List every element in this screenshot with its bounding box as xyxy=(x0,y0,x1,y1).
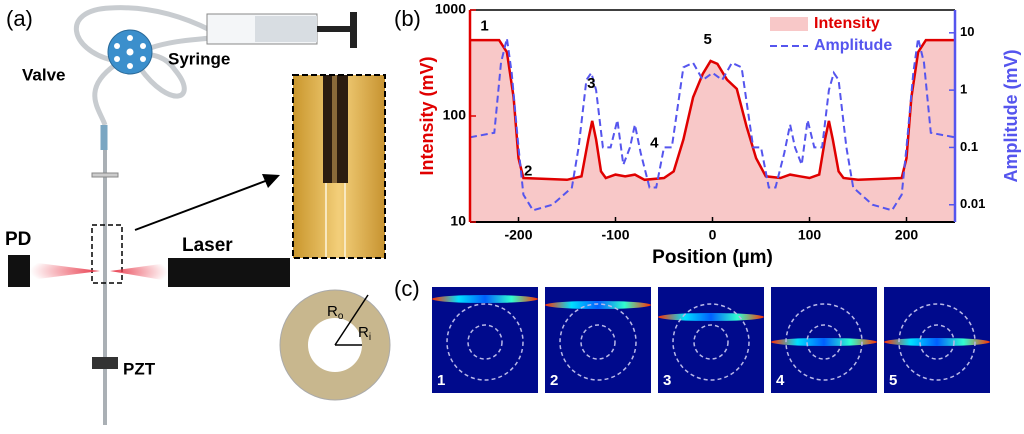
y2-tick-label: 0.01 xyxy=(960,196,985,211)
holder xyxy=(91,172,119,178)
y-tick-label: 10 xyxy=(450,213,466,229)
annotation: 2 xyxy=(524,162,532,179)
outer-circle xyxy=(898,303,976,381)
area xyxy=(470,40,955,222)
annotation: 5 xyxy=(703,31,711,48)
light-streak xyxy=(658,313,764,321)
light-streak xyxy=(884,338,990,346)
inner-circle xyxy=(693,324,729,360)
panel-label: (b) xyxy=(394,6,421,31)
photodiode xyxy=(8,255,30,287)
light-streak xyxy=(432,295,538,303)
label: PZT xyxy=(123,359,156,378)
image-label: 1 xyxy=(437,372,445,389)
beam xyxy=(110,263,168,281)
panel-b: (b) -200 -100 0 100 200 10 100 1000 0.01 0.1 1 10 Po… xyxy=(394,1,1021,268)
label: Laser xyxy=(182,235,233,256)
radius-outer xyxy=(334,294,369,346)
inset-frame xyxy=(292,74,386,259)
line xyxy=(469,38,956,212)
panel-label: (c) xyxy=(394,276,420,301)
laser xyxy=(168,258,290,287)
tube xyxy=(74,5,212,63)
panel-c: (c) 1 2 3 4 5 xyxy=(394,276,990,393)
y-axis-label: Intensity (mV) xyxy=(417,56,437,175)
beam xyxy=(30,262,100,280)
label: PD xyxy=(5,229,31,250)
x-tick-label: -100 xyxy=(601,227,629,243)
annotation: 1 xyxy=(480,17,488,34)
label: Syringe xyxy=(168,49,230,68)
inner-circle xyxy=(467,324,503,360)
syringe-plunger xyxy=(255,16,317,42)
inner-circle xyxy=(806,324,842,360)
y-tick-label: 1000 xyxy=(435,1,466,17)
arrow xyxy=(134,179,269,231)
outer-circle xyxy=(559,303,637,381)
legend-label: Intensity xyxy=(814,15,880,32)
arrowhead xyxy=(262,174,280,188)
pzt xyxy=(92,357,118,369)
outer-circle xyxy=(785,303,863,381)
inner-circle xyxy=(580,324,616,360)
panel-a: (a) Valve Syringe PZT PD Laser Ro Ri xyxy=(5,5,391,425)
syringe-handle xyxy=(350,12,357,48)
capillary-bore xyxy=(332,75,337,183)
line xyxy=(470,38,955,182)
image-label: 4 xyxy=(776,372,785,389)
x-axis-label: Position (µm) xyxy=(652,247,773,268)
tube xyxy=(92,62,117,126)
image-label: 3 xyxy=(663,372,671,389)
y-tick-label: 100 xyxy=(443,107,467,123)
x-tick-label: -200 xyxy=(504,227,532,243)
radius-label: Ri xyxy=(358,324,371,343)
tube xyxy=(149,35,211,51)
panel-label: (a) xyxy=(6,6,33,31)
y2-tick-label: 1 xyxy=(960,82,967,97)
x-tick-label: 200 xyxy=(895,227,919,243)
y2-tick-label: 10 xyxy=(960,24,974,39)
image-label: 2 xyxy=(550,372,558,389)
legend-label: Amplitude xyxy=(814,37,892,54)
inner-circle xyxy=(919,324,955,360)
annotation: 4 xyxy=(650,134,659,151)
image-label: 5 xyxy=(889,372,897,389)
x-tick-label: 0 xyxy=(709,227,717,243)
x-tick-label: 100 xyxy=(798,227,822,243)
y2-axis-label: Amplitude (mV) xyxy=(1001,49,1021,182)
outer-circle xyxy=(446,303,524,381)
outer-circle xyxy=(672,303,750,381)
light-streak xyxy=(545,301,651,309)
legend-swatch xyxy=(770,17,808,31)
syringe-rod xyxy=(317,26,352,32)
annotation: 3 xyxy=(587,75,595,92)
light-streak xyxy=(771,338,877,346)
label: Valve xyxy=(22,65,66,84)
tube xyxy=(137,52,187,99)
field-image xyxy=(658,287,764,393)
zoom-box xyxy=(91,224,123,284)
radius-label: Ro xyxy=(327,303,344,322)
y2-tick-label: 0.1 xyxy=(960,139,978,154)
